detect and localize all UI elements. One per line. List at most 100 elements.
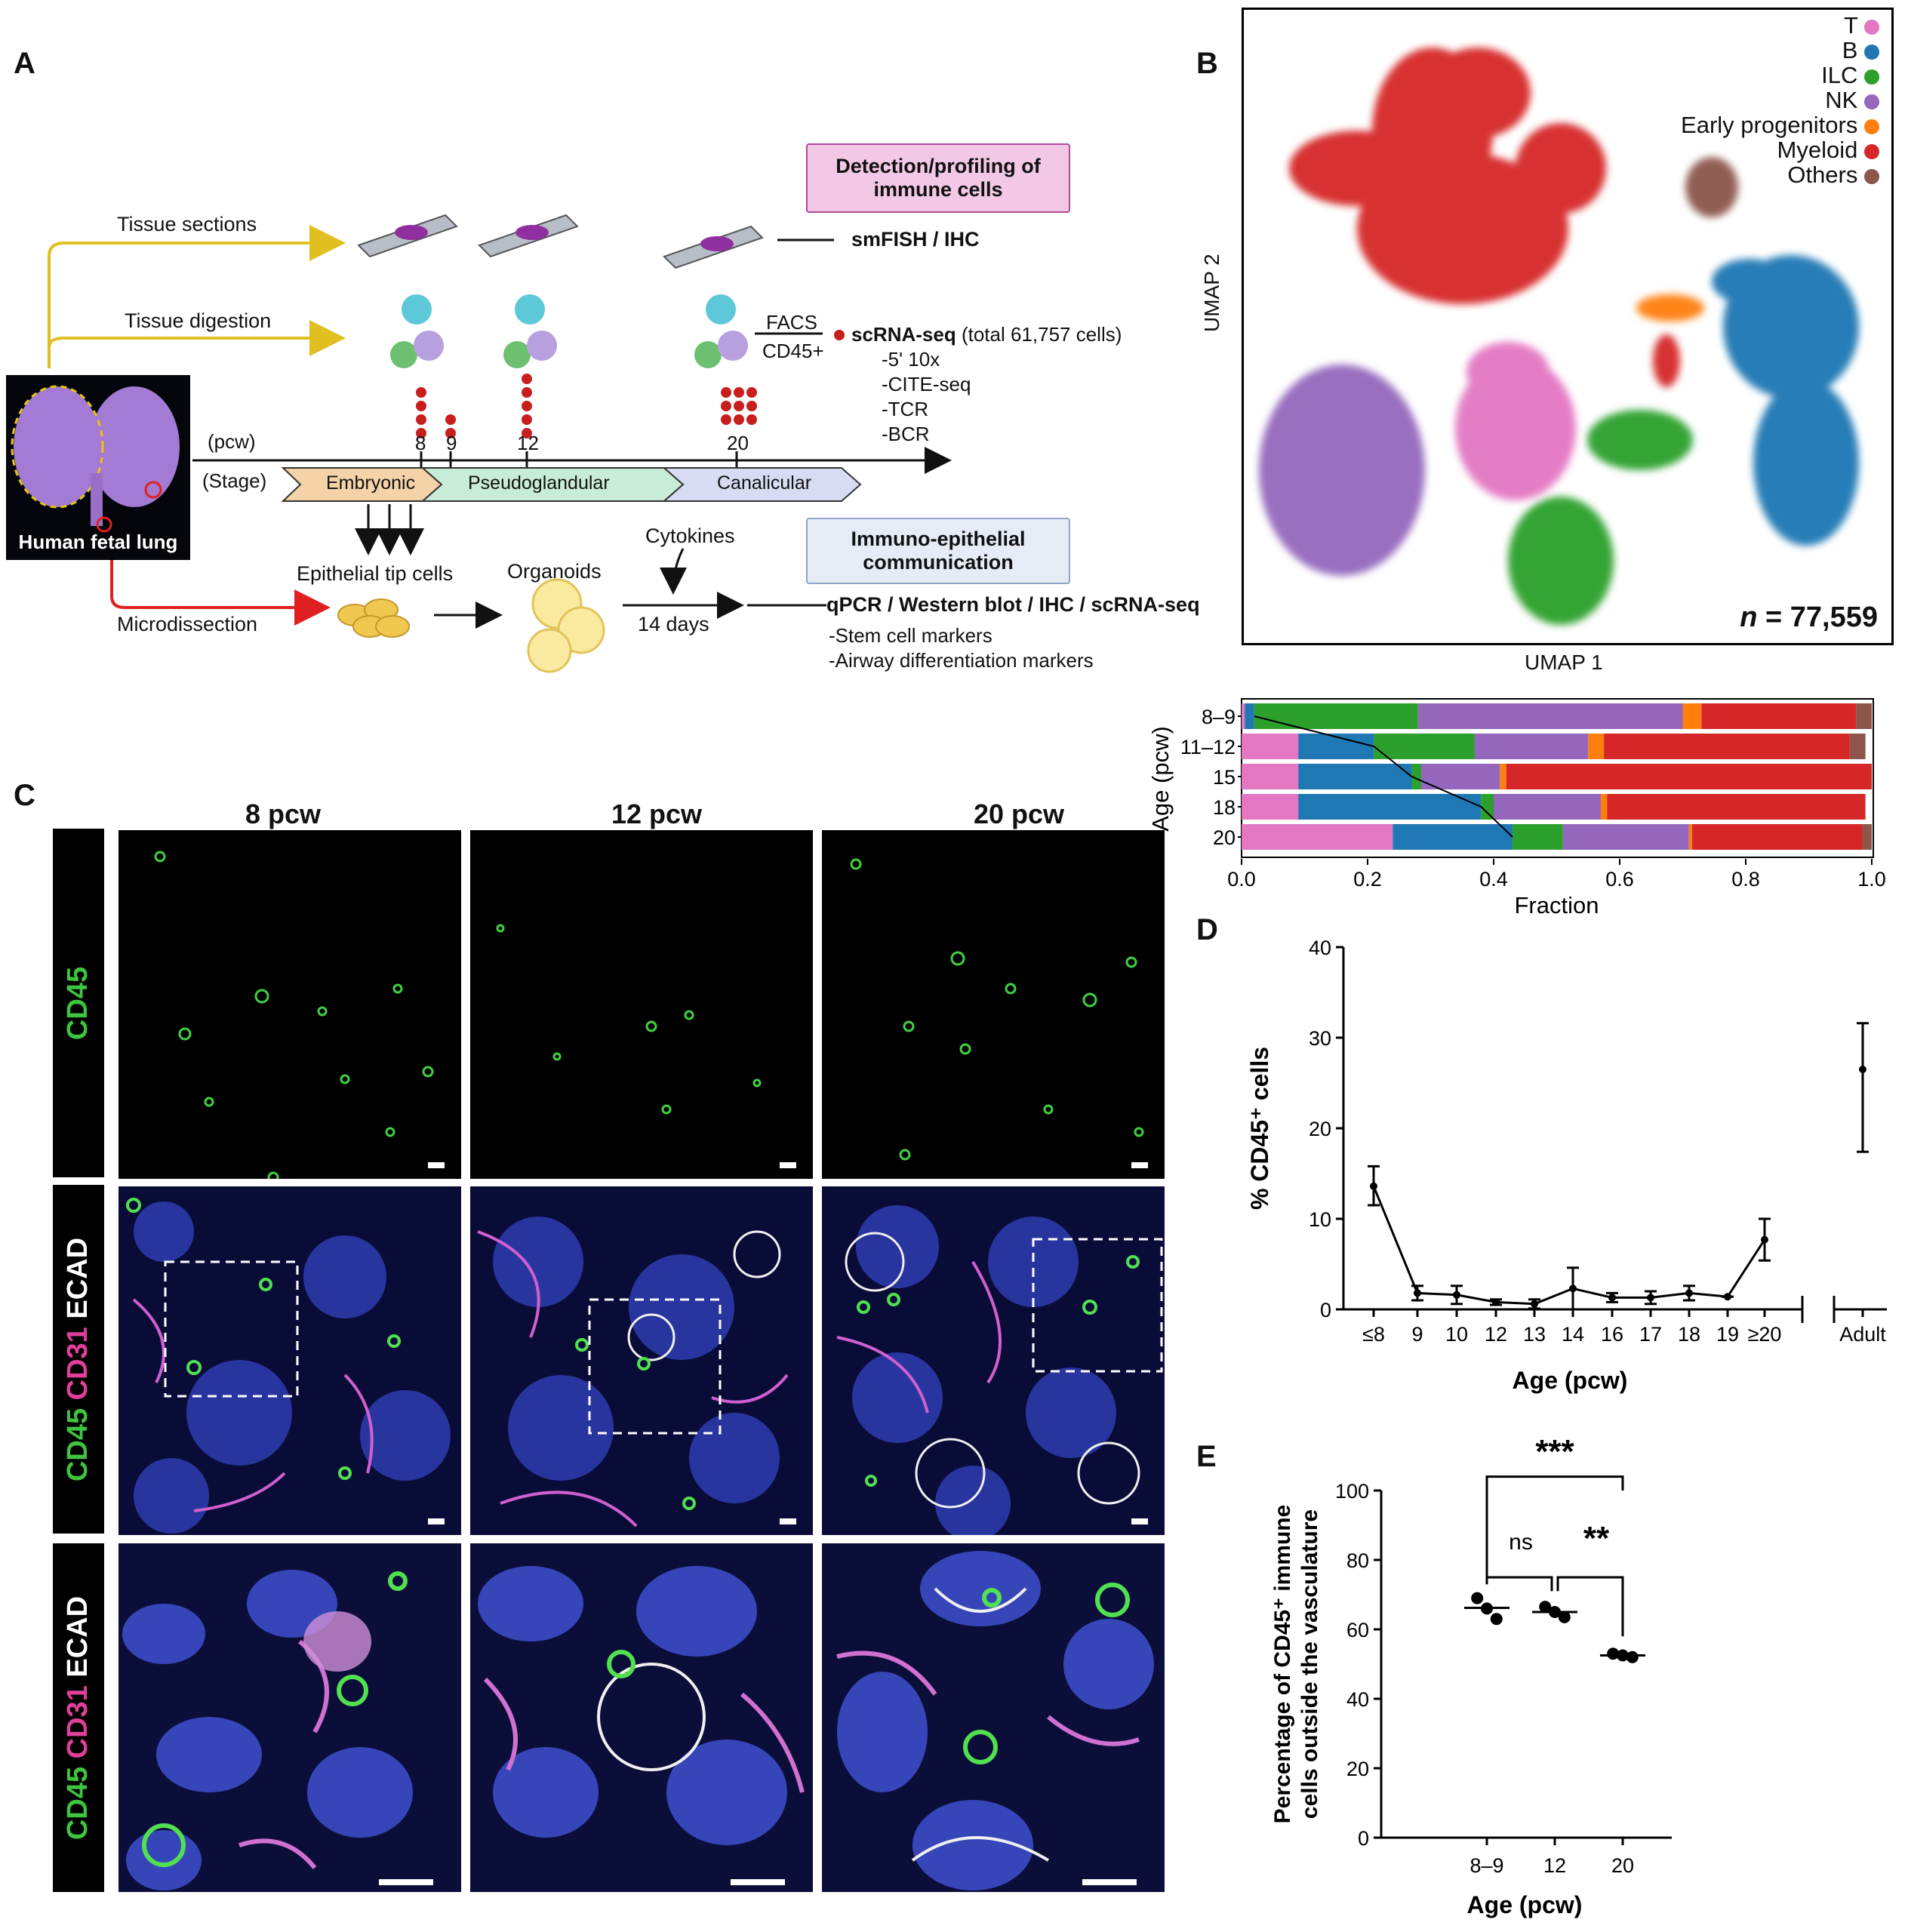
d-ytick: 30 bbox=[1309, 1027, 1331, 1050]
stack-segment bbox=[1374, 734, 1475, 759]
stack-segment bbox=[1242, 794, 1299, 820]
facs-label: FACS bbox=[766, 311, 817, 334]
cytokines-label: Cytokines bbox=[645, 525, 735, 547]
d-point bbox=[1724, 1293, 1731, 1301]
panel-e-label: E bbox=[1196, 1440, 1217, 1473]
d-xtick: 18 bbox=[1678, 1323, 1700, 1346]
readout-label: qPCR / Western blot / IHC / scRNA-seq bbox=[826, 593, 1200, 616]
d-point bbox=[1531, 1300, 1538, 1308]
tissue-digestion-label: Tissue digestion bbox=[125, 309, 272, 332]
e-point bbox=[1558, 1611, 1571, 1623]
d-ytick: 20 bbox=[1309, 1118, 1331, 1140]
method-item: -CITE-seq bbox=[882, 373, 971, 395]
tissue-sections-label: Tissue sections bbox=[117, 213, 257, 235]
stack-segment bbox=[1506, 764, 1872, 789]
immune-cells-icon bbox=[390, 294, 444, 368]
lung-caption: Human fetal lung bbox=[18, 531, 178, 553]
stack-segment bbox=[1682, 703, 1702, 729]
sig-label: ns bbox=[1509, 1530, 1533, 1555]
d-point bbox=[1414, 1289, 1421, 1297]
d-point bbox=[1608, 1294, 1616, 1302]
stack-segment bbox=[1254, 703, 1418, 729]
method-item: -TCR bbox=[882, 398, 929, 420]
pcw-label: (pcw) bbox=[208, 430, 256, 453]
method-item: -5' 10x bbox=[882, 348, 940, 371]
stack-segment bbox=[1692, 824, 1863, 850]
micrograph-cd45-8pcw bbox=[118, 830, 461, 1179]
epithelial-tip-label: Epithelial tip cells bbox=[297, 562, 454, 585]
umap-frame: n = 77,559 T B ILC NK Early progenitors … bbox=[1242, 8, 1894, 645]
panel-a-label: A bbox=[14, 47, 35, 80]
legend-item-nk: NK bbox=[1681, 88, 1879, 112]
legend-item-t: T bbox=[1681, 13, 1879, 38]
d-ylabel: % CD45⁺ cells bbox=[1246, 1047, 1273, 1210]
stack-segment bbox=[1245, 703, 1254, 729]
d-point bbox=[1569, 1284, 1577, 1293]
e-ytick: 40 bbox=[1346, 1688, 1369, 1711]
d-xtick: 13 bbox=[1523, 1323, 1546, 1346]
methods-list: -5' 10x -CITE-seq -TCR -BCR bbox=[882, 347, 971, 447]
d-xtick: ≥20 bbox=[1748, 1323, 1782, 1346]
tissue-digestion-arrow bbox=[48, 257, 340, 347]
d-point bbox=[1859, 1066, 1866, 1073]
stack-segment bbox=[1474, 734, 1589, 759]
stack-ytick: 20 bbox=[1213, 826, 1236, 849]
stack-segment bbox=[1242, 703, 1245, 729]
organoids-icon bbox=[527, 578, 605, 673]
sample-dots bbox=[416, 374, 757, 438]
stack-segment bbox=[1600, 794, 1608, 820]
stack-segment bbox=[1298, 764, 1412, 789]
stack-segment bbox=[1862, 824, 1872, 850]
scrna-seq-label: scRNA-seq (total 61,757 cells) bbox=[851, 323, 1122, 346]
microdissection-arrow bbox=[110, 555, 331, 626]
e-xtick: 20 bbox=[1611, 1854, 1634, 1877]
d-xtick: 16 bbox=[1601, 1323, 1623, 1346]
method-item: -BCR bbox=[882, 423, 930, 445]
markers-list: -Stem cell markers -Airway differentiati… bbox=[829, 623, 1094, 673]
micrograph-cd45-20pcw bbox=[822, 830, 1165, 1179]
legend-item-myeloid: Myeloid bbox=[1681, 137, 1879, 162]
e-point bbox=[1539, 1601, 1552, 1614]
stack-xtick: 1.0 bbox=[1857, 868, 1886, 891]
panel-c-label: C bbox=[14, 779, 35, 812]
d-ytick: 0 bbox=[1320, 1299, 1331, 1321]
d-xtick: 17 bbox=[1639, 1323, 1662, 1346]
marker-item: -Airway differentiation markers bbox=[829, 649, 1094, 672]
smfish-label: smFISH / IHC bbox=[851, 228, 980, 251]
d-xtick: 10 bbox=[1445, 1323, 1468, 1346]
e-point bbox=[1549, 1606, 1561, 1618]
slide-icon bbox=[478, 214, 579, 258]
sig-bracket bbox=[1485, 1576, 1553, 1592]
stack-segment bbox=[1607, 794, 1866, 820]
e-ytick: 100 bbox=[1335, 1480, 1369, 1503]
stack-segment bbox=[1604, 734, 1850, 759]
e-xtick: 8–9 bbox=[1469, 1854, 1503, 1877]
d-point bbox=[1761, 1235, 1768, 1244]
stack-xtick: 0.2 bbox=[1353, 868, 1382, 891]
fetal-lung-image: Human fetal lung bbox=[6, 375, 190, 560]
micrograph-zoom-8pcw bbox=[118, 1543, 461, 1892]
umap-plot bbox=[1259, 48, 1859, 625]
d-point bbox=[1370, 1182, 1377, 1190]
panel-b-label: B bbox=[1196, 47, 1218, 80]
legend-item-b: B bbox=[1681, 38, 1879, 63]
cd45-plus-label: CD45+ bbox=[762, 340, 824, 362]
immuno-box: Immuno-epithelial communication bbox=[806, 518, 1070, 584]
detection-box: Detection/profiling of immune cells bbox=[806, 143, 1070, 213]
row-label-zoom: CD45 CD31 ECAD bbox=[53, 1543, 104, 1892]
legend-item-ilc: ILC bbox=[1681, 63, 1879, 88]
micrograph-merge-12pcw bbox=[470, 1186, 813, 1535]
d-point bbox=[1685, 1289, 1693, 1297]
stack-segment bbox=[1417, 703, 1683, 729]
umap-x-label: UMAP 1 bbox=[1525, 651, 1603, 674]
stack-xtick: 0.0 bbox=[1227, 868, 1256, 891]
stack-segment bbox=[1298, 734, 1374, 759]
n-count-label: n = 77,559 bbox=[1740, 601, 1878, 633]
stack-ytick: 18 bbox=[1213, 796, 1236, 819]
e-ytick: 60 bbox=[1346, 1619, 1369, 1641]
stack-segment bbox=[1849, 734, 1866, 759]
stage-label: (Stage) bbox=[202, 469, 267, 492]
e-point bbox=[1471, 1592, 1484, 1604]
d-point bbox=[1647, 1294, 1654, 1302]
legend-item-early-progenitors: Early progenitors bbox=[1681, 112, 1879, 137]
